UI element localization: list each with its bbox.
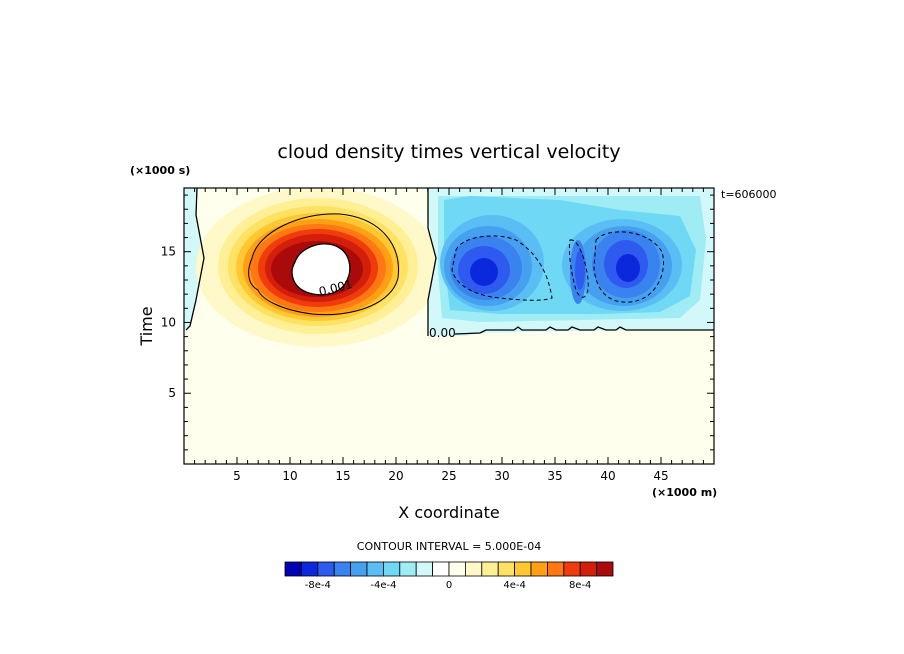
colorbar-swatch xyxy=(366,561,384,577)
colorbar-swatch xyxy=(432,561,450,577)
colorbar-swatch xyxy=(563,561,581,577)
x-axis: 5 10 15 20 25 30 35 40 45 xyxy=(194,188,704,483)
x-axis-label: X coordinate xyxy=(398,503,499,522)
zero-contour-left-edge xyxy=(185,188,205,331)
colorbar-swatch xyxy=(481,561,499,577)
y-axis-label: Time xyxy=(137,306,156,346)
zero-contour-bottom xyxy=(454,326,714,335)
colorbar-swatch xyxy=(350,561,368,577)
colorbar-tick-label: 4e-4 xyxy=(503,580,526,591)
colorbar-tick-label: 8e-4 xyxy=(569,580,592,591)
positive-region xyxy=(196,188,440,347)
negative-dashed-contour-right xyxy=(593,231,664,303)
zero-contour-vertical xyxy=(427,188,437,336)
colorbar-swatch xyxy=(547,561,565,577)
x-tick-label: 45 xyxy=(653,469,668,483)
colorbar-swatch xyxy=(415,561,434,577)
colorbar-swatch xyxy=(579,561,598,577)
colorbar: -8e-4 -4e-4 0 4e-4 8e-4 xyxy=(284,561,614,591)
y-tick-label: 5 xyxy=(168,386,176,400)
colorbar-swatch xyxy=(382,561,401,577)
negative-dashed-contour-mid xyxy=(569,239,589,298)
colorbar-swatch xyxy=(514,561,532,577)
time-stamp: t=606000 xyxy=(721,188,777,201)
colorbar-swatch xyxy=(399,561,417,577)
colorbar-tick-label: -8e-4 xyxy=(305,580,331,591)
colorbar-tick-label: 0 xyxy=(446,580,452,591)
x-unit-label: (×1000 m) xyxy=(652,486,717,499)
left-edge-negative-strip xyxy=(184,188,204,330)
colorbar-swatch xyxy=(317,561,335,577)
colorbar-swatch xyxy=(333,561,352,577)
colorbar-swatch xyxy=(464,561,483,577)
x-tick-label: 40 xyxy=(600,469,615,483)
negative-dashed-contour-left xyxy=(451,235,553,301)
x-tick-label: 15 xyxy=(335,469,350,483)
chart-title: cloud density times vertical velocity xyxy=(277,141,620,163)
colorbar-swatch xyxy=(300,561,319,577)
x-tick-label: 35 xyxy=(547,469,562,483)
contour-interval-label: CONTOUR INTERVAL = 5.000E-04 xyxy=(357,540,541,553)
x-tick-label: 25 xyxy=(441,469,456,483)
colorbar-swatch xyxy=(448,561,466,577)
plot-area: 0.001 0.00 xyxy=(184,188,714,464)
colorbar-swatch xyxy=(284,561,302,577)
x-tick-label: 10 xyxy=(282,469,297,483)
x-tick-label: 30 xyxy=(494,469,509,483)
y-unit-label: (×1000 s) xyxy=(130,164,190,177)
colorbar-swatch xyxy=(530,561,548,577)
colorbar-tick-label: -4e-4 xyxy=(370,580,396,591)
y-tick-label: 15 xyxy=(161,245,176,259)
positive-core-white xyxy=(291,243,351,296)
negative-region xyxy=(428,188,714,336)
x-tick-label: 20 xyxy=(388,469,403,483)
y-axis: 5 10 15 xyxy=(161,194,714,451)
y-tick-label: 10 xyxy=(161,315,176,329)
colorbar-swatch xyxy=(596,561,614,577)
x-tick-label: 5 xyxy=(233,469,241,483)
positive-contour-line xyxy=(248,213,399,316)
colorbar-swatch xyxy=(497,561,516,577)
contour-label-000: 0.00 xyxy=(429,326,456,340)
